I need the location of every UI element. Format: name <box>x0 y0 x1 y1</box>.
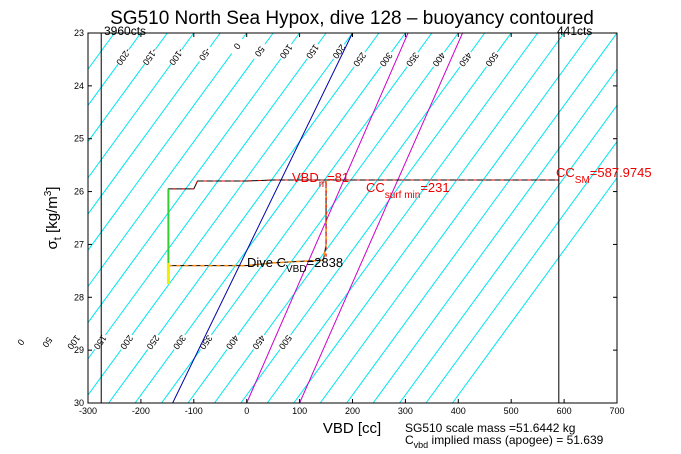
contour-label-bg <box>167 47 187 68</box>
y-tick-label: 26 <box>74 187 84 197</box>
contour-line <box>88 33 168 143</box>
contour-label-bg <box>351 49 370 71</box>
contour-label-bg <box>118 332 137 354</box>
contour-label-bg <box>430 49 450 71</box>
x-tick-label: 0 <box>244 406 249 416</box>
contour-label-bg <box>38 332 58 354</box>
x-tick-label: 400 <box>451 406 466 416</box>
y-axis-ticks: 23 24 25 26 27 28 29 30 <box>74 28 617 408</box>
contour-label: 50 <box>253 45 267 59</box>
reference-lines <box>100 33 560 403</box>
contour-label-bg <box>303 41 323 63</box>
y-tick-label: 24 <box>74 81 84 91</box>
contour-label-bg <box>483 49 503 71</box>
x-tick-label: 500 <box>504 406 519 416</box>
contour-line <box>399 104 617 403</box>
x-tick-label: -300 <box>79 406 97 416</box>
contour-label-bg <box>12 332 31 354</box>
cc-sm-annotation: CCSM=587.9745 <box>556 165 652 186</box>
contour-label-bg <box>330 41 350 63</box>
contour-label-bg <box>277 41 297 63</box>
reference-line <box>172 33 353 403</box>
contour-line <box>88 33 221 215</box>
x-tick-label: -200 <box>132 406 150 416</box>
y-tick-label: 23 <box>74 28 84 38</box>
y-tick-label: 30 <box>74 398 84 408</box>
contour-line <box>425 140 617 403</box>
contour-label: -150 <box>141 47 160 67</box>
contour-label-bg <box>170 332 190 354</box>
contour-line <box>88 33 248 252</box>
vbd-annotation: VBDm=81 <box>292 170 349 190</box>
chart-title: SG510 North Sea Hypox, dive 128 – buoyan… <box>110 8 594 29</box>
corner-right-label: 441cts <box>557 24 592 38</box>
contour-label-bg <box>377 49 397 71</box>
contour-label-bg <box>223 332 243 354</box>
contour-label-bg <box>197 332 217 354</box>
contour-label-bg <box>144 332 164 354</box>
contour-line <box>452 176 617 403</box>
y-axis-label: σt [kg/m3] <box>43 187 64 250</box>
contour-label: 0 <box>15 337 26 347</box>
cc-surf-annotation: CCsurf min=231 <box>366 180 450 201</box>
profile-dive-overlay <box>168 181 327 267</box>
y-tick-label: 27 <box>74 239 84 249</box>
contour-label: 0 <box>232 41 243 51</box>
y-tick-label: 28 <box>74 292 84 302</box>
footer-scale-mass: SG510 scale mass =51.6442 kg <box>405 421 575 435</box>
profile <box>166 179 559 285</box>
x-tick-label: 200 <box>345 406 360 416</box>
contour-line <box>88 33 142 107</box>
contour-label: 50 <box>40 335 54 349</box>
contour-line <box>319 33 591 403</box>
contour-line <box>372 68 617 403</box>
contour-label-bg <box>228 36 248 58</box>
dive-c-annotation: Dive CVBD=2838 <box>247 255 343 275</box>
contour-label-bg <box>196 44 215 65</box>
footer-implied-mass: Cvbd implied mass (apogee) = 51.639 <box>405 433 604 450</box>
contour-label: -100 <box>167 47 186 67</box>
contour-line <box>88 33 274 288</box>
reference-line <box>246 33 409 403</box>
contour-line <box>88 33 301 324</box>
y-tick-label: 29 <box>74 345 84 355</box>
contour-label-bg <box>141 47 161 68</box>
contour-line <box>88 33 195 179</box>
contour-label-bg <box>250 332 269 354</box>
contour-label-bg <box>276 332 296 354</box>
x-tick-label: 600 <box>557 406 572 416</box>
x-axis-label: VBD [cc] <box>323 420 381 437</box>
profile-climb-overlay <box>167 179 559 266</box>
x-axis-ticks: -300 -200 -100 0 100 200 300 400 500 600 700 <box>79 33 625 416</box>
x-tick-label: 300 <box>398 406 413 416</box>
contour-label-bg <box>251 41 270 63</box>
contour-label: -200 <box>114 47 133 67</box>
corner-left-label: 3960cts <box>104 24 146 38</box>
contour-label-bg <box>404 49 423 71</box>
x-tick-label: 100 <box>292 406 307 416</box>
contour-label-bg <box>65 332 84 354</box>
contour-line <box>0 33 9 403</box>
x-tick-label: 700 <box>609 406 624 416</box>
y-tick-label: 25 <box>74 134 84 144</box>
contour-label-bg <box>114 47 134 68</box>
contour-line <box>293 33 565 403</box>
contour-label-bg <box>456 49 476 71</box>
reference-line <box>299 33 463 403</box>
contour-line <box>346 33 617 403</box>
contour-label: -50 <box>0 334 2 350</box>
contour-line <box>266 33 539 403</box>
x-tick-label: -100 <box>185 406 203 416</box>
plot-frame <box>87 32 618 404</box>
